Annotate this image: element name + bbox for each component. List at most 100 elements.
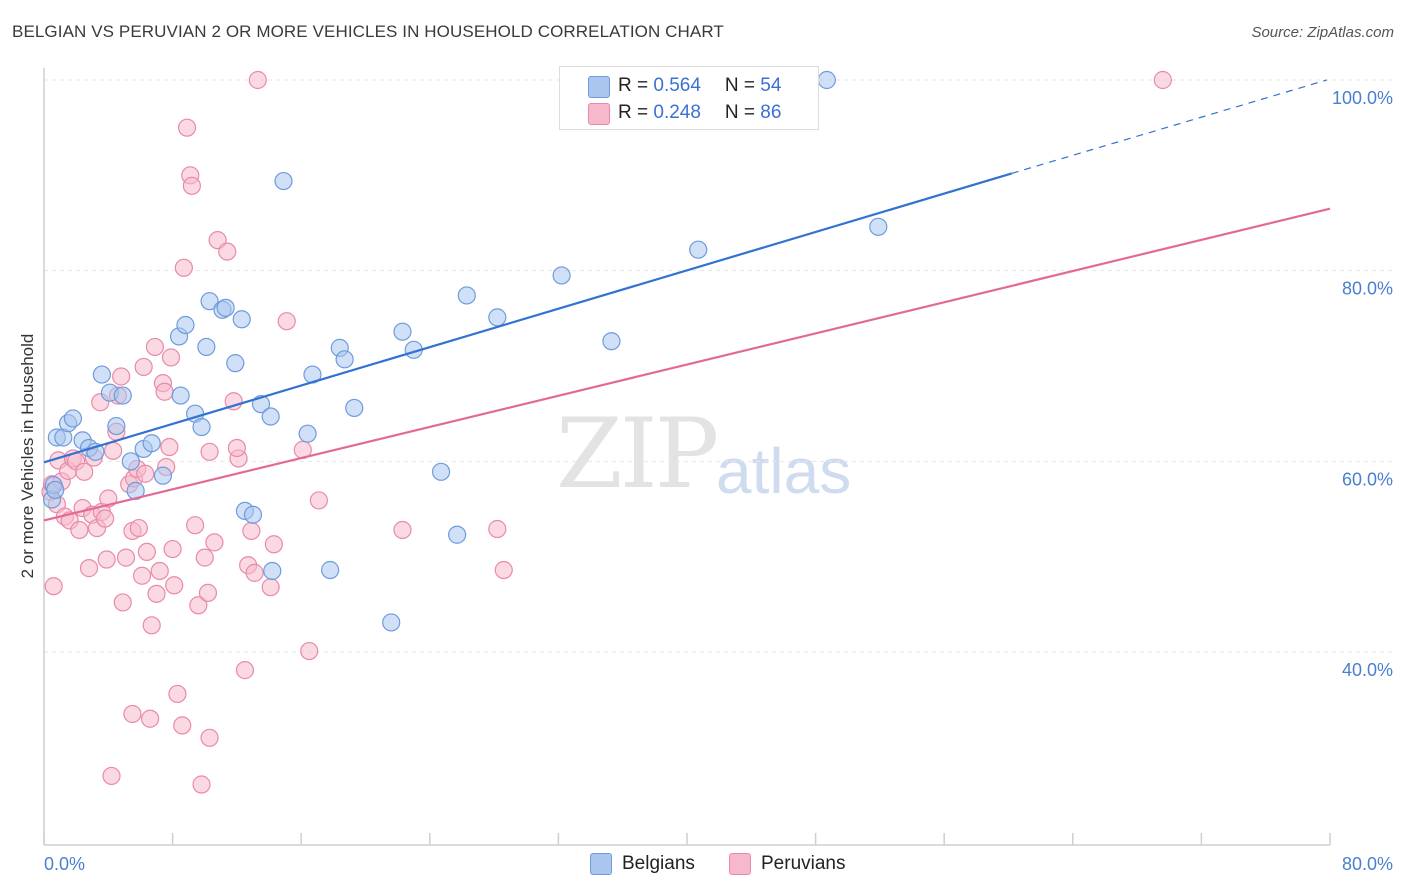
belgian-point-43 (393, 322, 412, 341)
peruvian-swatch (588, 103, 610, 125)
peruvian-point-75 (300, 641, 319, 661)
belgian-point-45 (431, 462, 451, 481)
belgian-point-48 (488, 308, 507, 327)
source-label: Source: ZipAtlas.com (1251, 24, 1394, 41)
y-tick-label-40: 40.0% (1342, 660, 1393, 680)
y-tick-label-80: 80.0% (1342, 279, 1393, 299)
belgian-point-2 (46, 480, 65, 500)
peruvian-point-85 (227, 438, 246, 458)
belgian-point-50 (602, 332, 621, 351)
peruvian-r-value: 0.248 (653, 102, 701, 123)
peruvian-point-56 (189, 596, 208, 615)
belgian-point-38 (321, 560, 340, 580)
belgian-point-18 (153, 466, 173, 485)
peruvian-point-36 (136, 464, 155, 483)
peruvian-point-26 (112, 367, 131, 386)
peruvian-point-52 (177, 118, 197, 137)
bottom-legend-peruvians: Peruvians (729, 851, 846, 877)
belgian-r-label: R = (618, 75, 654, 96)
peruvian-point-61 (205, 533, 224, 552)
peruvian-point-57 (192, 775, 211, 794)
y-tick-labels: 40.0% 60.0% 80.0% 100.0% (1332, 88, 1393, 680)
peruvian-point-70 (248, 70, 267, 90)
belgian-point-25 (200, 292, 219, 311)
peruvian-point-77 (393, 520, 412, 540)
peruvian-point-84 (123, 704, 142, 724)
peruvian-point-73 (277, 312, 296, 331)
x-tick-label-min: 0.0% (44, 854, 85, 874)
peruvian-trend-line (43, 207, 1331, 522)
belgian-point-53 (869, 217, 888, 236)
peruvian-points (41, 70, 1172, 794)
peruvian-point-83 (161, 348, 181, 367)
belgian-point-29 (232, 310, 251, 329)
belgian-point-6 (63, 409, 83, 428)
peruvian-point-40 (145, 337, 165, 357)
peruvian-point-11 (70, 520, 89, 540)
peruvian-point-58 (195, 548, 214, 567)
belgian-point-52 (817, 70, 836, 90)
peruvian-point-28 (116, 548, 136, 567)
belgian-point-47 (457, 286, 476, 305)
y-tick-label-100: 100.0% (1332, 88, 1393, 108)
peruvian-point-68 (242, 521, 261, 541)
belgian-n-label: N = (724, 75, 761, 96)
peruvian-point-63 (218, 242, 237, 261)
peruvian-point-82 (200, 442, 219, 461)
belgian-point-21 (176, 315, 195, 335)
belgian-r-value: 0.564 (653, 75, 701, 96)
bottom-legend-belgians: Belgians (590, 851, 695, 877)
peruvian-point-41 (147, 584, 166, 603)
belgian-point-36 (298, 424, 317, 443)
y-axis-label: 2 or more Vehicles in Household (18, 334, 37, 579)
peruvian-point-55 (186, 516, 205, 535)
peruvian-r-label: R = (618, 102, 654, 123)
belgians-legend-swatch (590, 853, 612, 875)
peruvian-point-51 (174, 258, 193, 277)
peruvian-point-72 (264, 535, 283, 554)
belgian-point-24 (197, 337, 216, 357)
peruvian-point-27 (113, 593, 132, 612)
belgian-point-41 (345, 398, 364, 418)
peruvian-point-44 (155, 382, 174, 401)
peruvian-point-76 (309, 491, 328, 510)
belgian-point-28 (226, 354, 245, 373)
peruvian-point-23 (104, 441, 123, 460)
trend-lines (43, 79, 1331, 522)
peruvian-point-79 (494, 560, 513, 580)
peruvian-n-value: 86 (760, 102, 782, 123)
peruvian-point-13 (75, 462, 94, 481)
y-tick-label-60: 60.0% (1342, 469, 1393, 489)
peruvian-point-46 (160, 437, 179, 457)
belgian-point-34 (263, 561, 282, 581)
peruvian-point-49 (168, 684, 187, 704)
peruvian-point-34 (132, 566, 152, 585)
belgian-trend-line (43, 172, 1013, 464)
peruvian-point-48 (165, 576, 184, 595)
belgian-point-51 (689, 240, 708, 259)
legend-row-belgian: R = 0.564 N = 54 (618, 73, 781, 99)
belgian-swatch (588, 76, 610, 98)
peruvian-point-14 (79, 559, 99, 578)
peruvian-point-37 (137, 542, 156, 562)
peruvian-point-39 (142, 616, 161, 635)
belgian-point-23 (192, 417, 211, 437)
chart-title: BELGIAN VS PERUVIAN 2 OR MORE VEHICLES I… (12, 22, 724, 41)
peruvian-point-21 (97, 550, 116, 569)
peruvian-point-50 (173, 716, 192, 735)
x-tick-label-max: 80.0% (1342, 854, 1393, 874)
peruvians-legend-swatch (729, 853, 751, 875)
belgian-point-12 (107, 416, 126, 436)
peruvian-point-81 (102, 766, 121, 786)
peruvian-point-2 (44, 577, 63, 596)
belgian-point-35 (274, 171, 293, 191)
peruvian-point-54 (182, 176, 201, 195)
peruvian-n-label: N = (724, 102, 761, 123)
peruvian-point-59 (198, 583, 218, 602)
belgian-point-33 (261, 407, 280, 426)
belgian-point-14 (121, 452, 140, 471)
belgian-trend-extension (1011, 79, 1327, 175)
legend-row-peruvian: R = 0.248 N = 86 (618, 100, 781, 126)
peruvian-point-78 (488, 519, 507, 539)
peruvian-point-47 (163, 539, 182, 559)
